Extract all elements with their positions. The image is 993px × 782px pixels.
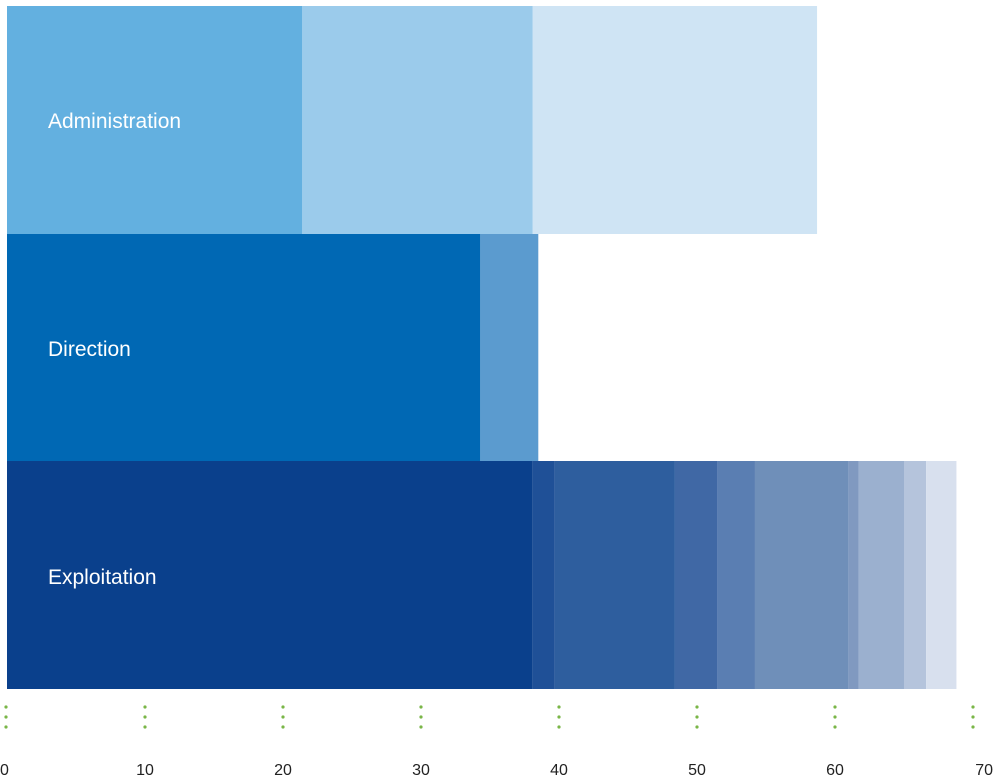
x-tick-label-60: 60 bbox=[826, 762, 844, 779]
tick-marker-dot bbox=[557, 705, 561, 709]
category-label-direction: Direction bbox=[48, 338, 131, 361]
x-axis: 0 10 20 30 40 50 60 70 bbox=[0, 705, 993, 779]
tick-marker-dot bbox=[971, 715, 975, 719]
bar-segment-exploitation-10 bbox=[926, 461, 957, 689]
bar-segment-administration-1 bbox=[7, 6, 303, 234]
tick-marker-dot bbox=[143, 705, 147, 709]
bar-segment-exploitation-7 bbox=[848, 461, 859, 689]
tick-marker-dot bbox=[557, 725, 561, 729]
bars-layer bbox=[7, 6, 957, 689]
x-tick-label-10: 10 bbox=[136, 762, 154, 779]
tick-marker-dot bbox=[557, 715, 561, 719]
tick-marker-dot bbox=[419, 725, 423, 729]
tick-marker-dot bbox=[4, 705, 8, 709]
tick-marker-dot bbox=[281, 725, 285, 729]
bar-segment-exploitation-8 bbox=[858, 461, 904, 689]
bar-segment-exploitation-6 bbox=[754, 461, 849, 689]
x-tick-label-50: 50 bbox=[688, 762, 706, 779]
bar-segment-direction-2 bbox=[480, 234, 539, 461]
tick-marker-dot bbox=[143, 715, 147, 719]
category-label-exploitation: Exploitation bbox=[48, 566, 157, 589]
tick-marker-dot bbox=[143, 725, 147, 729]
tick-marker-dot bbox=[4, 725, 8, 729]
tick-marker-dot bbox=[971, 705, 975, 709]
bar-segment-exploitation-5 bbox=[717, 461, 755, 689]
tick-marker-dot bbox=[971, 725, 975, 729]
tick-marker-dot bbox=[419, 715, 423, 719]
bar-segment-exploitation-3 bbox=[554, 461, 675, 689]
tick-marker-dot bbox=[833, 725, 837, 729]
category-labels: Administration Direction Exploitation bbox=[48, 110, 181, 589]
bar-segment-administration-3 bbox=[532, 6, 818, 234]
x-tick-label-20: 20 bbox=[274, 762, 292, 779]
x-tick-label-0: 0 bbox=[0, 762, 9, 779]
tick-marker-dot bbox=[833, 705, 837, 709]
x-tick-label-70: 70 bbox=[975, 762, 993, 779]
bar-segment-exploitation-2 bbox=[532, 461, 555, 689]
category-label-administration: Administration bbox=[48, 110, 181, 133]
tick-marker-dot bbox=[695, 725, 699, 729]
bar-segment-direction-1 bbox=[7, 234, 481, 461]
tick-marker-dot bbox=[281, 715, 285, 719]
tick-marker-dot bbox=[4, 715, 8, 719]
tick-marker-dot bbox=[695, 715, 699, 719]
bar-segment-exploitation-1 bbox=[7, 461, 533, 689]
bar-segment-exploitation-9 bbox=[904, 461, 927, 689]
tick-marker-dot bbox=[419, 705, 423, 709]
tick-marker-dot bbox=[695, 705, 699, 709]
tick-marker-dot bbox=[833, 715, 837, 719]
bar-segment-exploitation-4 bbox=[674, 461, 718, 689]
tick-marker-dot bbox=[281, 705, 285, 709]
x-tick-label-30: 30 bbox=[412, 762, 430, 779]
bar-segment-administration-2 bbox=[302, 6, 533, 234]
x-tick-label-40: 40 bbox=[550, 762, 568, 779]
